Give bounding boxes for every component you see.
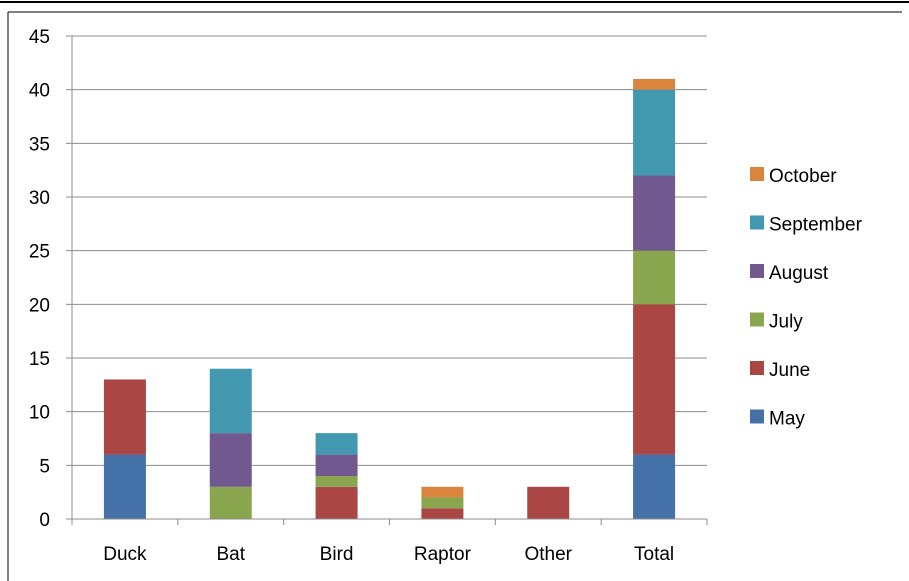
legend-swatch (750, 361, 764, 375)
y-tick-label: 35 (29, 134, 50, 155)
legend: October September August July June May (750, 166, 863, 430)
y-tick-label: 20 (29, 295, 50, 316)
x-tick-label: Duck (103, 544, 147, 565)
y-tick-label: 15 (29, 349, 50, 370)
bar-segment (421, 508, 464, 519)
bar-segment (633, 250, 676, 305)
legend-swatch (750, 167, 764, 181)
y-tick-label: 45 (29, 27, 50, 48)
x-tick-label: Bird (320, 544, 354, 565)
y-tick-label: 25 (29, 242, 50, 263)
bar-segment (633, 175, 676, 251)
legend-label: July (769, 312, 803, 333)
bar-segment (315, 433, 358, 455)
x-tick-label: Bat (216, 544, 245, 565)
legend-swatch (750, 409, 764, 424)
bar-segment (209, 486, 252, 519)
y-tick-label: 40 (29, 81, 50, 102)
bars (103, 78, 676, 519)
x-tick-label: Other (524, 544, 572, 565)
legend-swatch (750, 312, 764, 327)
bar-segment (421, 497, 464, 509)
legend-swatch (750, 264, 764, 278)
y-tick-label: 30 (29, 188, 50, 209)
legend-label: May (769, 409, 805, 430)
bar-segment (633, 78, 676, 90)
y-tick-label: 5 (39, 456, 50, 477)
y-tick-label: 0 (39, 510, 50, 531)
legend-label: August (769, 263, 829, 284)
bar-segment (315, 454, 358, 477)
legend-label: June (769, 360, 810, 381)
bar-segment (209, 368, 252, 434)
bar-segment (527, 486, 570, 519)
x-tick-label: Raptor (414, 544, 472, 565)
y-tick-label: 10 (29, 403, 50, 424)
x-tick-label: Total (634, 544, 674, 565)
bar-segment (103, 379, 146, 455)
bar-segment (103, 454, 146, 519)
bar-segment (421, 486, 464, 498)
bar-segment (633, 454, 676, 519)
legend-swatch (750, 215, 764, 230)
axes (71, 36, 708, 525)
x-axis-labels: Duck Bat Bird Raptor Other Total (103, 544, 674, 565)
y-axis-ticks: 0 5 10 15 20 25 30 35 40 45 (29, 27, 72, 531)
bar-segment (633, 89, 676, 176)
bar-segment (633, 304, 676, 455)
bar-segment (315, 476, 358, 487)
legend-label: October (769, 166, 837, 187)
bar-segment (209, 433, 252, 487)
bar-segment (315, 486, 358, 519)
gridlines (72, 35, 707, 466)
legend-label: September (769, 215, 863, 236)
